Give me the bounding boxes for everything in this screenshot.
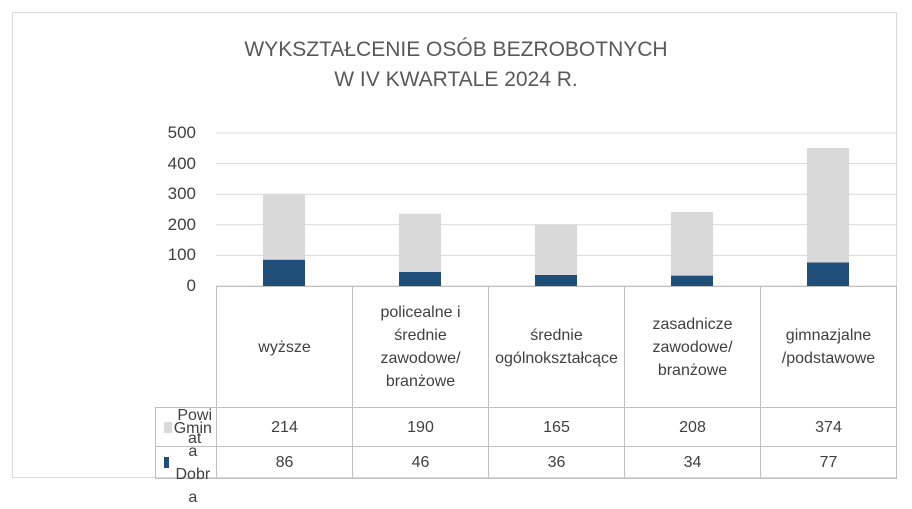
category-label: policealne i średnie zawodowe/ branżowe xyxy=(352,286,489,408)
table-value: 374 xyxy=(760,407,897,447)
y-tick-label: 100 xyxy=(167,245,196,265)
category-label: zasadnicze zawodowe/ branżowe xyxy=(624,286,761,408)
y-tick-label: 400 xyxy=(167,153,196,173)
category-label: wyższe xyxy=(216,286,353,408)
bar xyxy=(263,259,305,286)
legend-item: Gmina Dobra xyxy=(155,420,217,506)
category-label: średnie ogólnokształcące xyxy=(488,286,625,408)
table-value: 77 xyxy=(760,446,897,479)
bar xyxy=(535,224,577,275)
chart-frame xyxy=(12,12,897,478)
table-value: 46 xyxy=(352,446,489,479)
bar xyxy=(807,147,849,263)
bar xyxy=(671,211,713,276)
bar xyxy=(263,194,305,260)
bar xyxy=(807,262,849,286)
table-value: 208 xyxy=(624,407,761,447)
y-tick-label: 200 xyxy=(167,214,196,234)
table-value: 214 xyxy=(216,407,353,447)
legend-label: Powiat xyxy=(177,407,213,447)
category-label: gimnazjalne /podstawowe xyxy=(760,286,897,408)
bar xyxy=(671,275,713,286)
legend-label: Gmina Dobra xyxy=(173,419,212,506)
chart-title: W IV KWARTALE 2024 R. xyxy=(334,68,578,91)
y-tick-label: 300 xyxy=(167,184,196,204)
table-value: 165 xyxy=(488,407,625,447)
table-value: 34 xyxy=(624,446,761,479)
chart-title: WYKSZTAŁCENIE OSÓB BEZROBOTNYCH xyxy=(244,38,668,61)
table-value: 190 xyxy=(352,407,489,447)
legend-key xyxy=(164,421,173,433)
table-value: 36 xyxy=(488,446,625,479)
bar xyxy=(399,271,441,286)
y-tick-label: 500 xyxy=(167,123,196,142)
legend-key xyxy=(164,457,169,468)
bar xyxy=(535,274,577,286)
chart: WYKSZTAŁCENIE OSÓB BEZROBOTNYCH W IV KWA… xyxy=(12,12,897,506)
table-value: 86 xyxy=(216,446,353,479)
y-tick-label: 0 xyxy=(186,276,196,295)
bar xyxy=(399,213,441,272)
